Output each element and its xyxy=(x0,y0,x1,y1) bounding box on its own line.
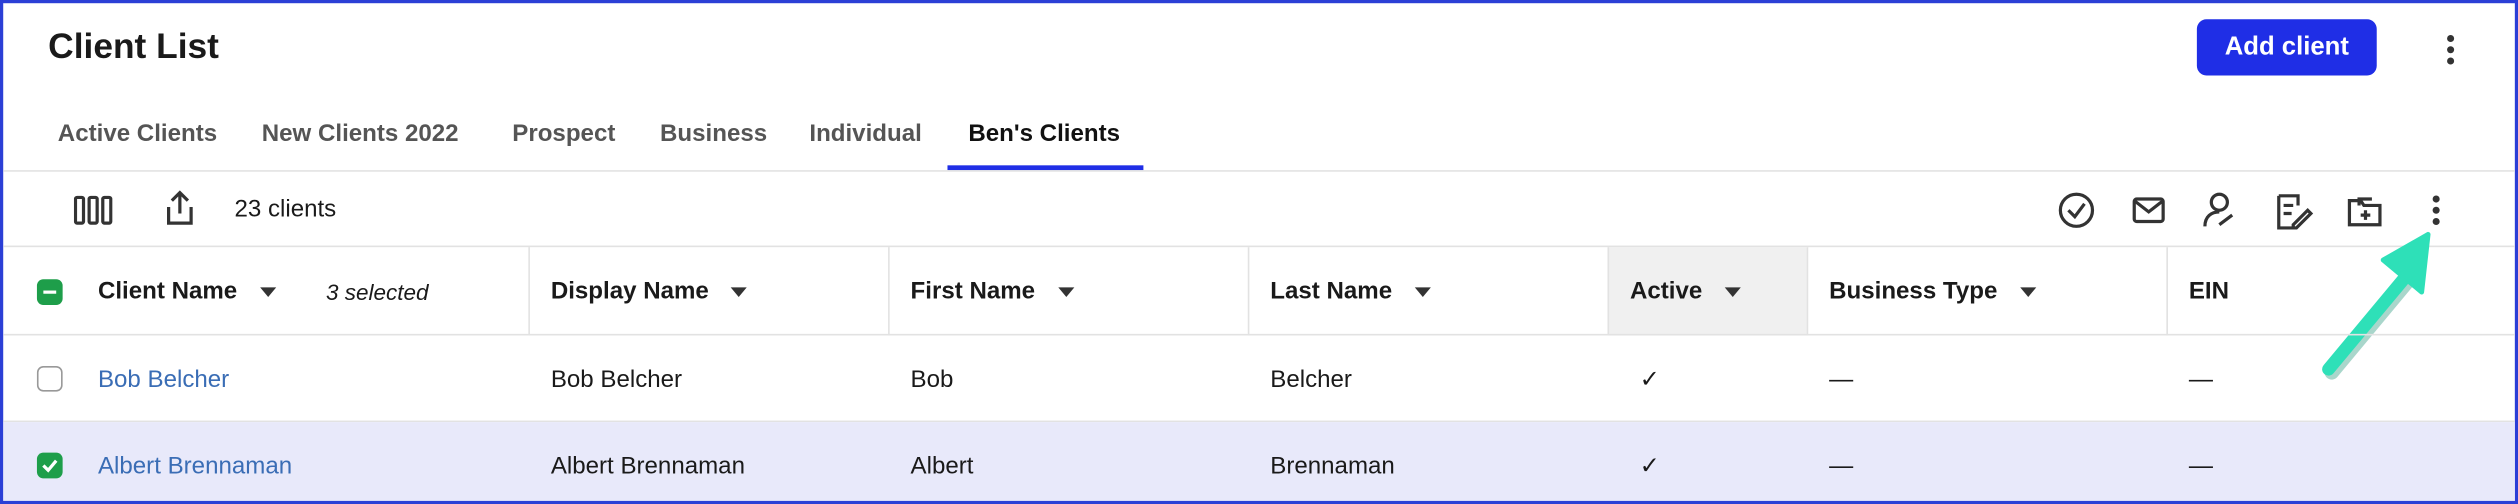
column-title: Last Name xyxy=(1270,277,1393,305)
sort-arrow[interactable] xyxy=(1414,286,1431,297)
tab[interactable]: Business xyxy=(660,120,768,148)
sort-arrow[interactable] xyxy=(259,286,276,297)
table-cell: ✓ xyxy=(1639,452,1660,480)
column-divider xyxy=(888,247,890,336)
tab[interactable]: New Clients 2022 xyxy=(261,120,459,148)
column-header[interactable]: First Name xyxy=(888,247,1248,335)
active-tab-underline xyxy=(947,165,1144,171)
table-cell: Bob Belcher xyxy=(550,365,683,393)
sort-arrow[interactable] xyxy=(1057,286,1074,297)
column-title: First Name xyxy=(910,277,1036,305)
column-title: Display Name xyxy=(550,277,709,305)
column-header[interactable]: Business Type xyxy=(1807,247,2167,335)
column-header[interactable]: Last Name xyxy=(1248,247,1608,335)
column-title: Business Type xyxy=(1829,277,1998,305)
table-cell: Brennaman xyxy=(1270,451,1395,480)
column-divider xyxy=(1247,247,1250,336)
row-checkbox[interactable] xyxy=(36,365,63,392)
page-title: Client List xyxy=(48,25,219,66)
row-divider xyxy=(3,420,2515,423)
client-count: 23 clients xyxy=(234,195,337,224)
table-cell: — xyxy=(1829,365,1854,393)
column-divider xyxy=(1806,247,1809,336)
table-cell: ✓ xyxy=(1639,365,1660,394)
table-cell: Bob xyxy=(910,365,954,393)
column-header[interactable]: Display Name xyxy=(528,247,888,335)
column-title: Active xyxy=(1629,277,1703,305)
edit-icon[interactable] xyxy=(2277,194,2314,230)
client-link[interactable]: Albert Brennaman xyxy=(97,451,293,480)
email-icon[interactable] xyxy=(2132,197,2165,224)
assign-icon[interactable] xyxy=(2203,192,2234,227)
column-header[interactable]: Client Name xyxy=(3,247,528,335)
table-cell: Albert xyxy=(910,451,974,480)
table-cell: — xyxy=(2188,451,2213,480)
more-menu[interactable] xyxy=(2435,32,2467,67)
bulk-actions xyxy=(2058,192,2440,230)
column-header[interactable]: Active xyxy=(1608,247,1807,335)
export-icon[interactable] xyxy=(164,189,196,228)
approve-icon[interactable] xyxy=(2058,192,2095,228)
table-cell: Belcher xyxy=(1270,365,1352,393)
column-divider xyxy=(2166,247,2168,336)
column-divider xyxy=(528,247,530,336)
active-column-bg xyxy=(1607,247,1807,336)
row-checkbox[interactable] xyxy=(36,452,63,479)
row-divider xyxy=(3,333,2515,336)
column-divider xyxy=(1607,247,1610,336)
row-highlight xyxy=(3,422,2515,501)
tab[interactable]: Prospect xyxy=(512,120,616,148)
table-cell: — xyxy=(2188,365,2213,393)
selection-count: 3 selected xyxy=(325,279,429,305)
sort-arrow[interactable] xyxy=(731,286,748,297)
client-link[interactable]: Bob Belcher xyxy=(97,365,230,393)
table-cell: Albert Brennaman xyxy=(550,451,745,480)
folder-icon[interactable] xyxy=(2347,197,2382,227)
column-title: EIN xyxy=(2188,277,2230,305)
tab[interactable]: Individual xyxy=(809,120,922,148)
more-actions-icon[interactable] xyxy=(2432,195,2440,226)
sort-arrow[interactable] xyxy=(2019,286,2036,297)
add-client-button[interactable]: Add client xyxy=(2196,19,2377,76)
column-title: Client Name xyxy=(97,277,238,305)
table-cell: — xyxy=(1829,451,1854,480)
tab[interactable]: Ben's Clients xyxy=(968,120,1121,148)
select-all-checkbox[interactable] xyxy=(36,279,63,305)
divider xyxy=(3,170,2515,172)
annotation-arrow xyxy=(2322,231,2431,380)
divider xyxy=(3,245,2515,248)
tab[interactable]: Active Clients xyxy=(57,120,218,148)
columns-icon[interactable] xyxy=(73,194,113,226)
column-header[interactable]: EIN xyxy=(2166,247,2514,335)
sort-arrow[interactable] xyxy=(1724,286,1741,297)
